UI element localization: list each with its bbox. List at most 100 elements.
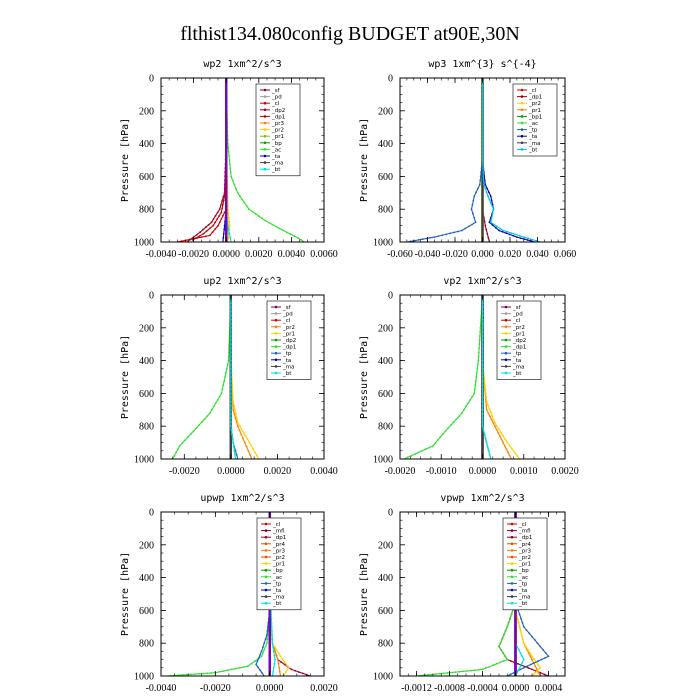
series-marker (485, 396, 488, 399)
series-marker (450, 424, 452, 426)
series-marker (254, 451, 256, 454)
legend-label: _bt (512, 371, 522, 377)
series-marker (518, 234, 521, 237)
x-tick-label: 0.060 (554, 249, 577, 260)
series-marker (226, 669, 229, 672)
legend-marker (510, 562, 514, 565)
legend-label: _dp1 (518, 535, 532, 541)
series-marker (502, 435, 504, 437)
y-tick-label: 1000 (373, 672, 393, 683)
series-line-dp2 (186, 78, 227, 242)
legend-label: _bp (272, 568, 283, 574)
y-tick-label: 0 (388, 291, 393, 302)
series-marker (230, 302, 232, 305)
series-marker (507, 621, 510, 624)
series-marker (544, 657, 546, 659)
series-marker (230, 372, 232, 374)
legend-label: _pr2 (528, 101, 541, 107)
legend-marker (510, 555, 514, 559)
series-marker (230, 425, 232, 428)
legend-label: _pr1 (518, 562, 531, 568)
series-marker (505, 232, 507, 235)
series-marker (227, 237, 230, 239)
legend-marker (520, 141, 524, 145)
series-marker (481, 310, 484, 313)
series-marker (194, 673, 196, 675)
series-marker (484, 224, 487, 227)
series-marker (498, 435, 501, 437)
series-marker (225, 179, 228, 182)
legend-label: _ac (528, 121, 538, 127)
series-marker (526, 665, 529, 668)
series-marker (261, 672, 264, 674)
series-marker (485, 441, 488, 444)
series-marker (268, 221, 270, 224)
series-marker (220, 211, 223, 214)
series-marker (225, 191, 228, 194)
series-marker (225, 101, 228, 104)
legend-marker (264, 588, 268, 592)
series-marker (228, 343, 231, 346)
series-marker (542, 648, 544, 651)
series-line-dp1 (191, 78, 227, 241)
series-marker (487, 237, 490, 239)
series-marker (519, 665, 522, 668)
series-marker (475, 376, 478, 378)
series-marker (301, 672, 304, 675)
legend-label: _mfl (518, 529, 531, 535)
series-marker (481, 224, 484, 227)
legend-label: _dp2 (271, 108, 285, 114)
legend-label: _pr1 (512, 331, 525, 337)
series-marker (217, 224, 220, 227)
x-tick-label: 0.0000 (217, 466, 245, 477)
y-tick-label: 400 (378, 139, 393, 150)
series-marker (278, 227, 281, 230)
y-tick-label: 1000 (373, 238, 393, 249)
series-marker (230, 417, 232, 419)
series-marker (453, 231, 455, 234)
series-marker (225, 97, 228, 100)
series-marker (243, 201, 246, 204)
series-marker (473, 392, 476, 395)
series-marker (473, 669, 476, 672)
series-marker (520, 634, 523, 636)
series-marker (450, 671, 453, 674)
series-marker (235, 454, 238, 456)
series-marker (221, 207, 224, 210)
series-marker (489, 195, 492, 198)
legend: _sf_pd_cl_dp2_dp1_pr3_pr2_pr1_bp_ac_ta_m… (255, 83, 301, 177)
series-marker (496, 425, 498, 428)
series-marker (235, 187, 237, 190)
series-marker (227, 146, 230, 149)
series-marker (276, 658, 279, 661)
series-marker (282, 229, 285, 232)
series-marker (212, 405, 215, 408)
series-marker (266, 638, 269, 640)
series-marker (531, 658, 533, 661)
series-marker (245, 445, 248, 448)
series-marker (509, 673, 512, 676)
series-marker (531, 635, 533, 638)
series-marker (481, 433, 484, 436)
series-marker (484, 388, 487, 391)
series-marker (533, 672, 536, 675)
legend-marker (264, 582, 268, 585)
series-marker (232, 396, 234, 399)
x-tick-label: 0.000 (471, 249, 494, 260)
series-marker (463, 408, 465, 411)
series-marker (483, 183, 485, 186)
series-marker (524, 645, 527, 648)
series-marker (410, 454, 413, 457)
series-marker (270, 625, 273, 628)
series-marker (484, 437, 487, 440)
series-marker (509, 660, 512, 662)
series-marker (228, 339, 231, 341)
series-marker (481, 396, 484, 399)
series-marker (228, 159, 231, 161)
series-marker (231, 437, 234, 440)
series-marker (449, 232, 451, 235)
series-marker (230, 445, 232, 448)
legend-label: _ta (282, 358, 291, 364)
series-marker (294, 669, 297, 672)
series-marker (221, 388, 224, 391)
